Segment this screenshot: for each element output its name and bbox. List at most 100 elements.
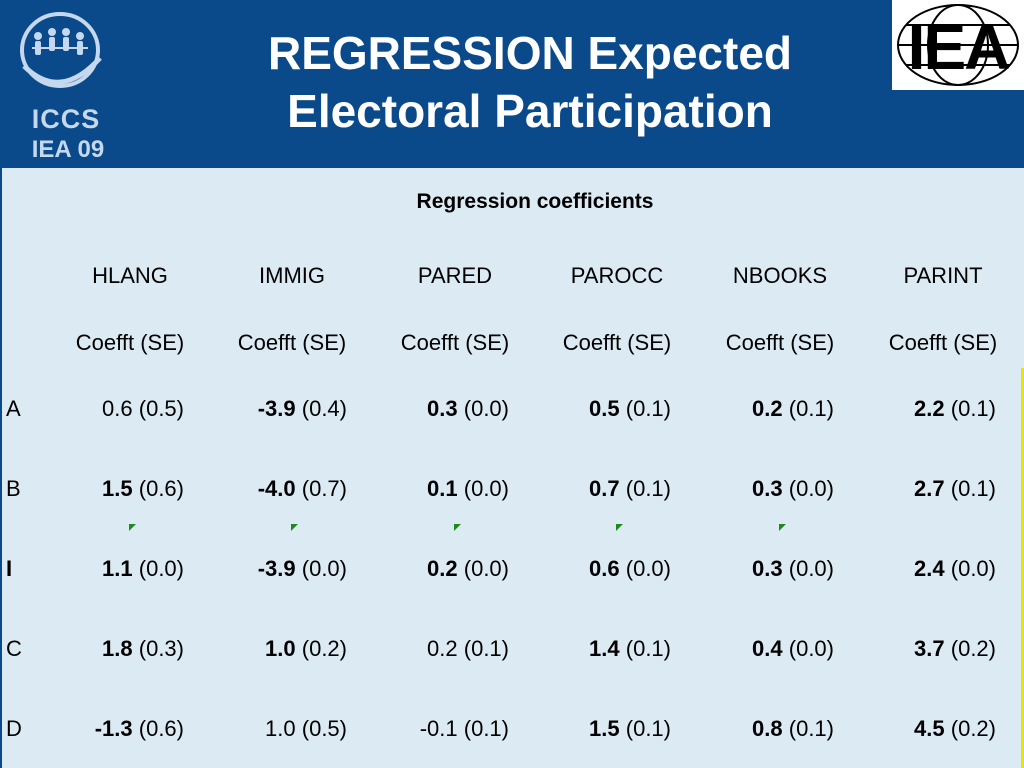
column-subheader: Coefft (SE) [400,330,510,355]
row-label: D [6,716,22,741]
row-label: I [6,556,13,581]
iccs-logo: ICCS IEA 09 [8,6,120,166]
standard-error-value: (0.0) [457,476,509,501]
table-cell: 0.2 (0.1) [349,636,509,662]
coefficient-value: -3.9 [257,556,296,581]
standard-error-value: (0.4) [295,396,347,421]
comment-marker-icon [454,524,461,531]
standard-error-value: (0.0) [944,556,996,581]
table-cell: 0.1 (0.0) [349,476,509,502]
comment-marker-icon [616,524,623,531]
table-cell: 3.7 (0.2) [836,636,996,662]
table-cell: 0.3 (0.0) [674,476,834,502]
table-cell: -3.9 (0.4) [187,396,347,422]
table-cell: -4.0 (0.7) [187,476,347,502]
table-cell: 0.3 (0.0) [674,556,834,582]
table-cell: 2.7 (0.1) [836,476,996,502]
standard-error-value: (0.0) [457,556,509,581]
table-cell: 0.4 (0.0) [674,636,834,662]
standard-error-value: (0.0) [132,556,184,581]
coefficient-value: 3.7 [914,636,945,661]
standard-error-value: (0.0) [782,556,834,581]
comment-marker-icon [779,524,786,531]
coefficient-value: 0.6 [102,396,133,421]
coefficient-value: 1.5 [589,716,620,741]
column-subheader: Coefft (SE) [237,330,347,355]
standard-error-value: (0.1) [944,476,996,501]
standard-error-value: (0.1) [619,396,671,421]
row-label: B [6,476,21,501]
coefficient-value: 0.2 [427,556,458,581]
title-line-2: Electoral Participation [287,85,773,137]
coefficient-value: 0.1 [427,476,458,501]
table-cell: 0.2 (0.1) [674,396,834,422]
standard-error-value: (0.0) [295,556,347,581]
table-cell: 0.8 (0.1) [674,716,834,742]
table-cell: 2.4 (0.0) [836,556,996,582]
coefficient-value: 0.5 [589,396,620,421]
coefficient-value: 0.7 [589,476,620,501]
standard-error-value: (0.1) [944,396,996,421]
header-banner: ICCS IEA 09 REGRESSION Expected Electora… [0,0,1024,168]
standard-error-value: (0.0) [619,556,671,581]
coefficient-value: -4.0 [257,476,296,501]
table-cell: 0.5 (0.1) [511,396,671,422]
table-cell: 4.5 (0.2) [836,716,996,742]
standard-error-value: (0.0) [457,396,509,421]
comment-marker-icon [129,524,136,531]
standard-error-value: (0.5) [295,716,347,741]
table-cell: 1.0 (0.5) [187,716,347,742]
coefficient-value: 2.7 [914,476,945,501]
column-header-parocc: PAROCC [570,263,664,288]
coefficient-value: 1.0 [265,716,296,741]
coefficient-value: 1.5 [102,476,133,501]
coefficient-value: -1.3 [94,716,133,741]
table-cell: 2.2 (0.1) [836,396,996,422]
column-header-parint: PARINT [903,263,983,288]
coefficient-value: 4.5 [914,716,945,741]
coefficient-value: 0.2 [752,396,783,421]
standard-error-value: (0.1) [619,636,671,661]
table-cell: 1.5 (0.1) [511,716,671,742]
coefficient-value: 0.6 [589,556,620,581]
table-cell: 1.4 (0.1) [511,636,671,662]
table-cell: 1.1 (0.0) [24,556,184,582]
standard-error-value: (0.1) [457,636,509,661]
table-cell: 1.0 (0.2) [187,636,347,662]
content-panel [0,168,1024,768]
standard-error-value: (0.1) [619,716,671,741]
standard-error-value: (0.2) [295,636,347,661]
table-caption: Regression coefficients [416,190,654,213]
logo-left-subtext: IEA 09 [31,136,105,163]
standard-error-value: (0.7) [295,476,347,501]
standard-error-value: (0.6) [132,716,184,741]
coefficient-value: 1.8 [102,636,133,661]
coefficient-value: 0.4 [752,636,783,661]
coefficient-value: 0.3 [427,396,458,421]
table-cell: 1.8 (0.3) [24,636,184,662]
coefficient-value: 1.0 [265,636,296,661]
standard-error-value: (0.2) [944,636,996,661]
coefficient-value: 1.4 [589,636,620,661]
coefficient-value: 2.4 [914,556,945,581]
logo-left-text: ICCS [31,104,101,134]
iea-logo: IEA [892,0,1024,90]
standard-error-value: (0.3) [132,636,184,661]
coefficient-value: 2.2 [914,396,945,421]
table-cell: 0.6 (0.5) [24,396,184,422]
column-header-nbooks: NBOOKS [732,263,828,288]
coefficient-value: 0.8 [752,716,783,741]
column-header-hlang: HLANG [92,263,168,288]
standard-error-value: (0.1) [619,476,671,501]
standard-error-value: (0.2) [944,716,996,741]
standard-error-value: (0.5) [132,396,184,421]
standard-error-value: (0.1) [782,396,834,421]
coefficient-value: 0.2 [427,636,458,661]
table-cell: 0.6 (0.0) [511,556,671,582]
title-line-1: REGRESSION Expected [267,27,793,79]
standard-error-value: (0.1) [782,716,834,741]
column-subheader: Coefft (SE) [888,330,998,355]
comment-marker-icon [291,524,298,531]
table-cell: 0.7 (0.1) [511,476,671,502]
standard-error-value: (0.0) [782,476,834,501]
